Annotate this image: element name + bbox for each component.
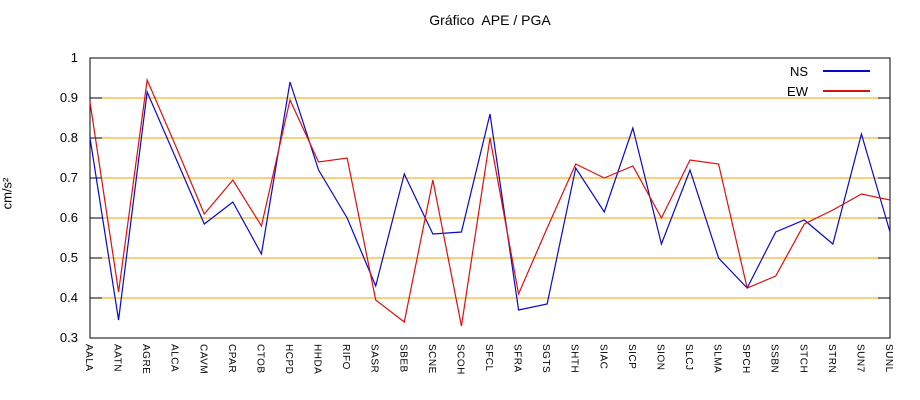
x-axis-label: SPCH (740, 344, 752, 374)
series-line-ns (89, 81, 891, 321)
x-axis-label: HHDA (311, 344, 323, 375)
x-axis-label: SUNL (883, 344, 894, 373)
y-tick-label: 0.6 (59, 210, 78, 225)
legend-line-ew (823, 90, 870, 92)
x-axis-label: SGTS (540, 344, 552, 374)
legend-line-ns (823, 70, 870, 72)
x-axis-label: SLMA (711, 344, 723, 374)
legend-row-ns: NS (750, 61, 870, 81)
series-line-ew (89, 77, 891, 327)
x-axis-label: STRN (825, 344, 837, 374)
x-axis-label: SSBN (768, 344, 780, 374)
legend: NS EW (750, 61, 870, 101)
x-axis-label: SUN7 (854, 344, 866, 373)
y-tick-label: 1 (70, 50, 78, 65)
x-axis-label: SCOH (454, 344, 466, 375)
y-tick-label: 0.3 (59, 330, 78, 345)
y-tick-label: 0.9 (59, 90, 78, 105)
x-axis-label: SLCJ (683, 344, 694, 371)
plot-border (89, 57, 891, 339)
x-axis-label: SHTH (568, 344, 580, 374)
y-tick-label: 0.8 (59, 130, 78, 145)
y-tick-label: 0.7 (59, 170, 78, 185)
x-axis-label: AALA (83, 344, 94, 372)
x-axis-label: CTOB (254, 344, 266, 374)
x-axis-label: AATN (111, 344, 123, 372)
x-axis-label: SION (654, 344, 666, 371)
x-axis-label: RIFO (340, 344, 352, 370)
x-axis-label: SIAC (597, 344, 609, 370)
y-tick-label: 0.4 (59, 290, 78, 305)
x-axis-label: CAVM (197, 344, 209, 375)
x-axis-label: STCH (797, 344, 809, 374)
x-axis-label: ALCA (168, 344, 180, 373)
chart-title: Gráfico APE / PGA (429, 12, 551, 28)
x-axis-label: CPAR (225, 344, 237, 374)
legend-label-ew: EW (787, 83, 808, 99)
legend-label-ns: NS (789, 63, 808, 79)
y-tick-label: 0.5 (59, 250, 78, 265)
x-axis-label: AGRE (140, 344, 152, 375)
x-axis-label: SICP (625, 344, 637, 370)
x-axis-label: SFCL (483, 344, 494, 372)
legend-row-ew: EW (750, 81, 870, 101)
x-axis-label: SFRA (511, 344, 523, 373)
x-axis-label: HCPD (283, 344, 294, 375)
x-axis-label: SCNE (425, 344, 437, 374)
x-axis-label: SASR (368, 344, 380, 374)
x-axis-label: SBEB (397, 344, 409, 373)
